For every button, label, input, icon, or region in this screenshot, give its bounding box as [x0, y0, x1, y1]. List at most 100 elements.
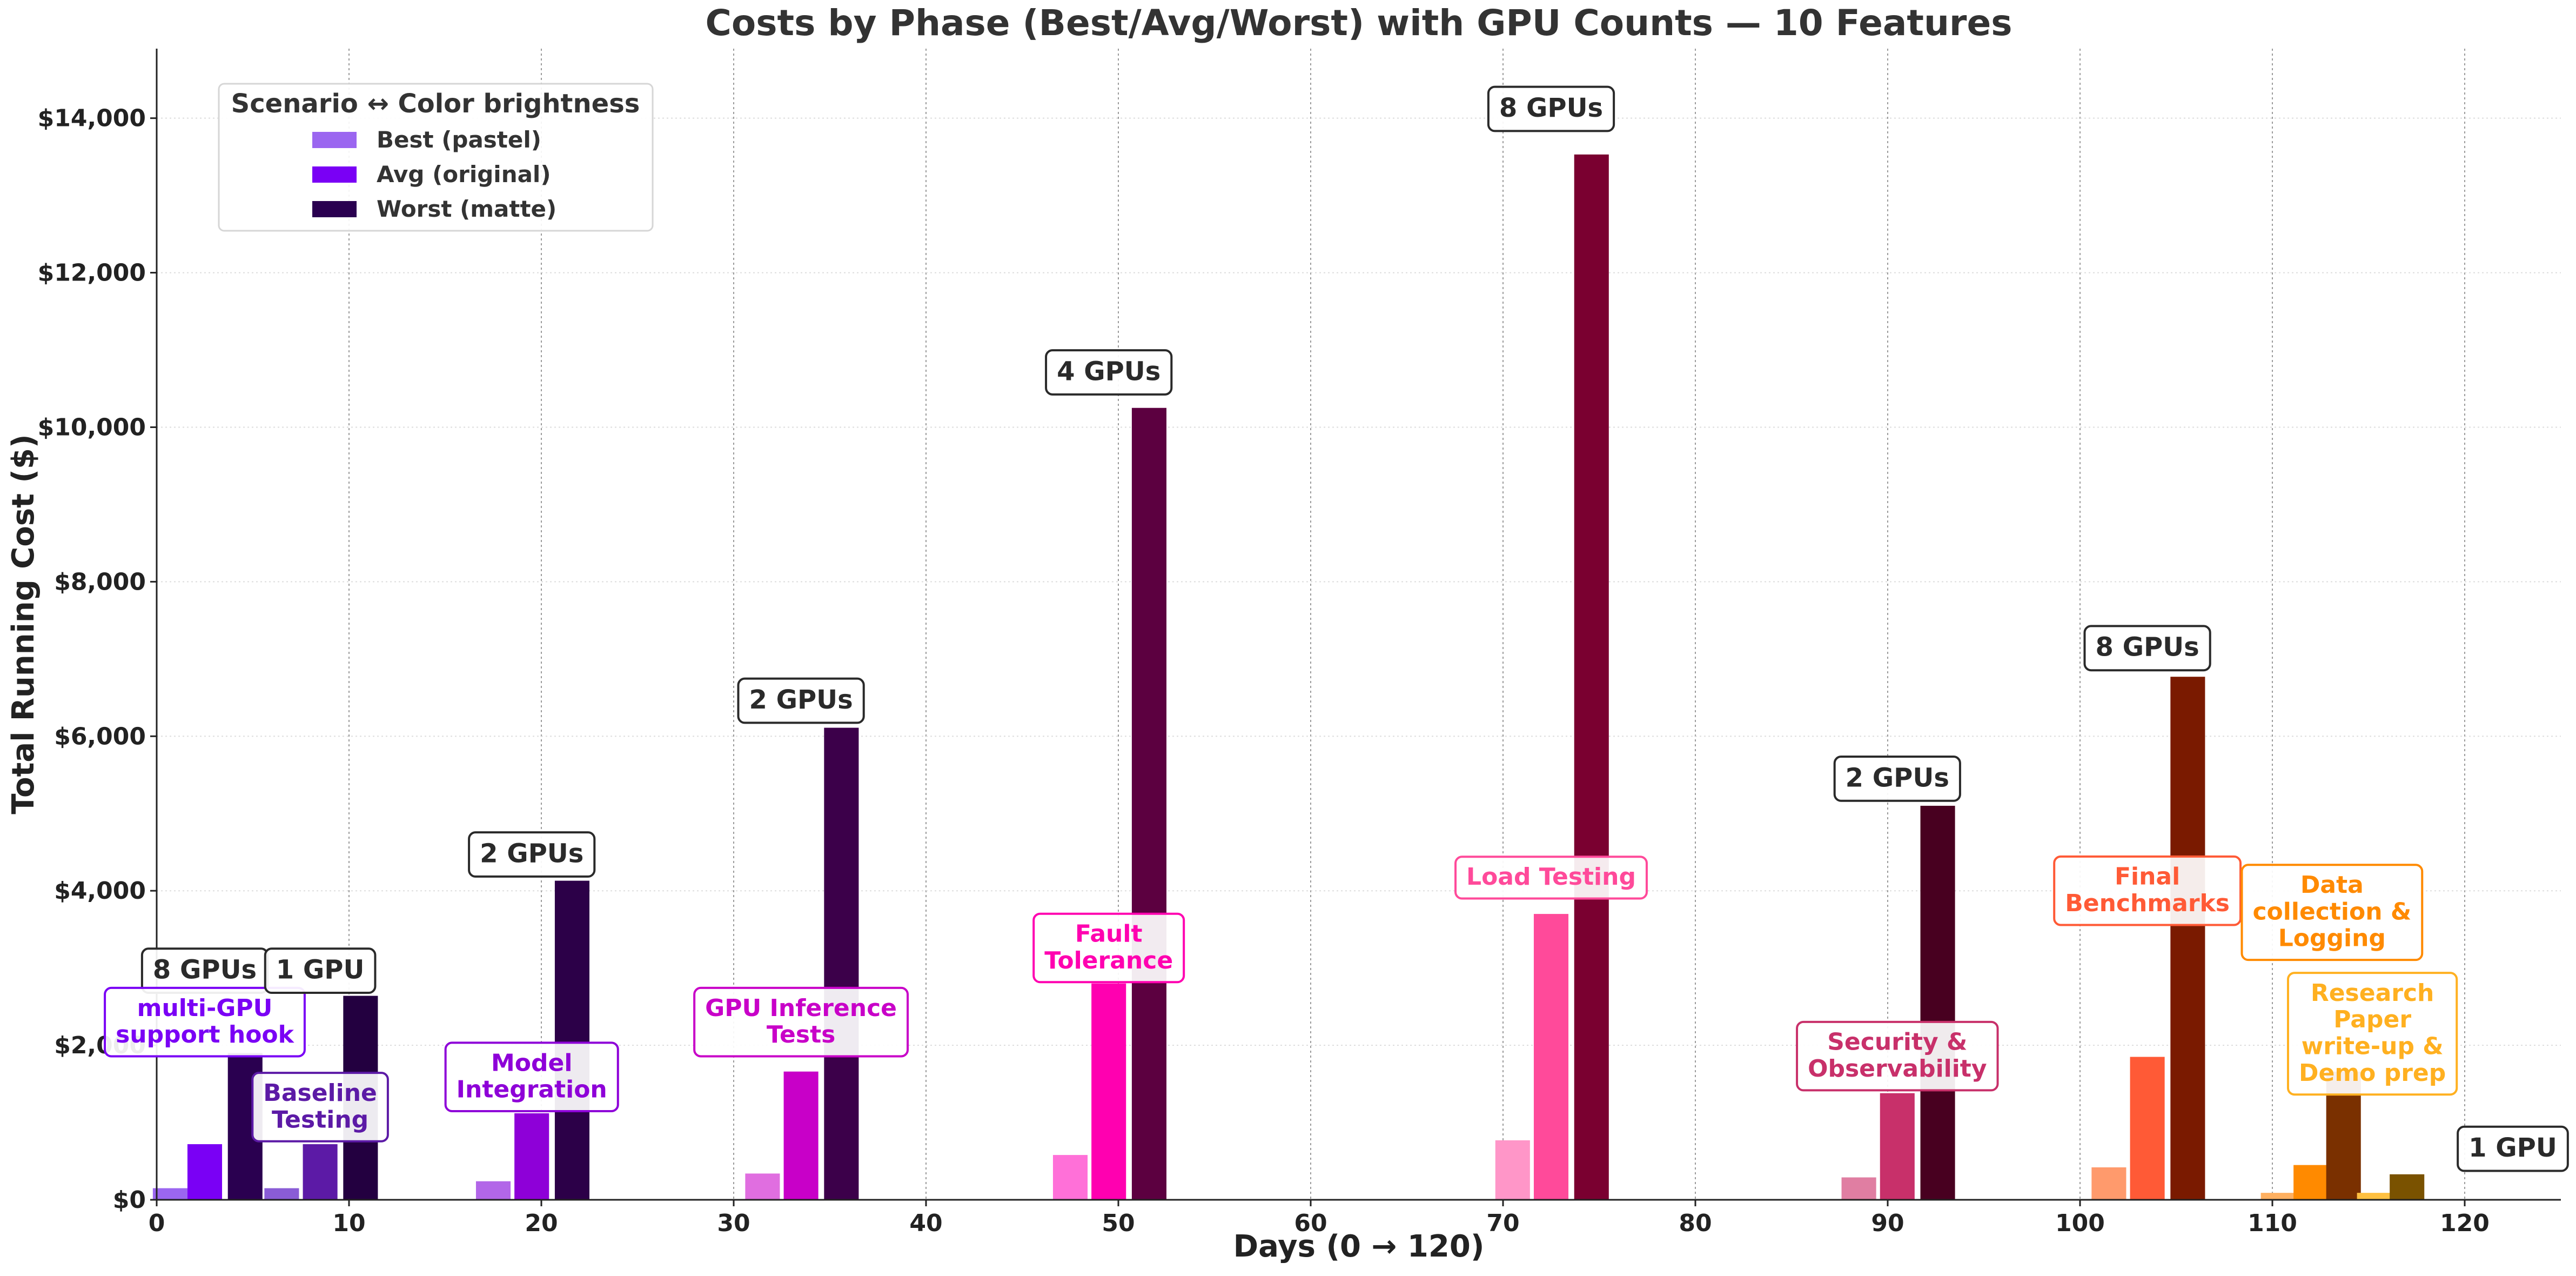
gpu-label-baseline-testing: 1 GPU	[264, 947, 377, 994]
bar-fault-tolerance-best	[1052, 1155, 1088, 1200]
feature-label-multi-gpu-support-hook-box	[104, 986, 306, 1058]
x-tick-label: 100	[2055, 1210, 2105, 1237]
feature-label-final-benchmarks-box	[2053, 855, 2242, 926]
x-tick-label: 70	[1486, 1210, 1519, 1237]
bar-final-benchmarks-best	[2091, 1167, 2126, 1200]
bar-model-integration-avg	[514, 1113, 549, 1200]
feature-label-fault-tolerance-text: Fault	[1075, 920, 1143, 948]
bar-load-testing-worst	[1574, 154, 1609, 1200]
legend: Scenario ↔ Color brightness Best (pastel…	[218, 83, 654, 232]
bar-data-collection-logging-avg	[2293, 1165, 2329, 1200]
y-tick-label: $6,000	[54, 723, 146, 750]
gpu-label-multi-gpu-support-hook: 8 GPUs	[140, 947, 269, 994]
gpu-label-final-benchmarks-box	[2083, 625, 2211, 672]
x-tick-label: 40	[909, 1210, 942, 1237]
bar-model-integration-worst	[554, 880, 589, 1200]
gpu-label-final-benchmarks: 8 GPUs	[2083, 625, 2211, 672]
x-tick-label: 90	[1871, 1210, 1904, 1237]
gpu-label-security-observability-box	[1833, 756, 1961, 802]
grid-lines	[157, 49, 2561, 1200]
feature-label-model-integration-text: Integration	[457, 1076, 607, 1104]
y-tick-label: $4,000	[54, 877, 146, 905]
bar-load-testing-best	[1495, 1140, 1530, 1200]
feature-label-research-paper-write-up-demo-prep-text: Demo prep	[2299, 1059, 2446, 1087]
bar-gpu-inference-tests-best	[745, 1173, 780, 1200]
gpu-label-gpu-inference-tests-box	[737, 677, 865, 724]
bar-baseline-testing-best	[264, 1188, 299, 1200]
bar-multi-gpu-support-hook-best	[152, 1188, 187, 1200]
gpu-label-model-integration: 2 GPUs	[468, 831, 596, 878]
bar-gpu-inference-tests-worst	[824, 727, 859, 1200]
bar-data-collection-logging-best	[2260, 1193, 2296, 1200]
bars-layer	[152, 154, 2425, 1200]
gpu-label-multi-gpu-support-hook-text: 8 GPUs	[153, 955, 257, 985]
x-tick-label: 110	[2248, 1210, 2297, 1237]
gpu-label-load-testing-text: 8 GPUs	[1499, 93, 1603, 123]
feature-label-model-integration-text: Model	[491, 1049, 572, 1077]
gpu-label-research-paper-write-up-demo-prep-text: 1 GPU	[2468, 1133, 2557, 1163]
feature-label-gpu-inference-tests-box	[693, 986, 909, 1058]
bar-load-testing-avg	[1533, 914, 1569, 1200]
bar-research-paper-write-up-demo-prep-avg	[2390, 1174, 2425, 1200]
feature-label-load-testing-text: Load Testing	[1466, 863, 1636, 891]
feature-label-data-collection-logging-text: Logging	[2278, 925, 2386, 952]
feature-label-gpu-inference-tests-text: GPU Inference	[705, 994, 897, 1022]
bar-gpu-inference-tests-avg	[783, 1071, 819, 1200]
gpu-label-final-benchmarks-text: 8 GPUs	[2095, 632, 2199, 663]
y-tick-label: $12,000	[38, 259, 146, 287]
gpu-label-model-integration-box	[468, 831, 596, 878]
feature-label-gpu-inference-tests-text: Tests	[767, 1021, 835, 1048]
feature-label-final-benchmarks-text: Benchmarks	[2065, 890, 2230, 917]
bar-model-integration-best	[475, 1181, 511, 1200]
legend-label-avg: Avg (original)	[377, 161, 551, 188]
feature-label-security-observability-box	[1796, 1020, 1999, 1092]
gpu-label-load-testing: 8 GPUs	[1487, 85, 1615, 132]
feature-label-security-observability: Security &Observability	[1796, 1020, 1999, 1092]
y-axis-label: Total Running Cost ($)	[6, 434, 41, 814]
gpu-label-security-observability: 2 GPUs	[1833, 756, 1961, 802]
gpu-label-model-integration-text: 2 GPUs	[480, 838, 583, 869]
x-tick-label: 80	[1679, 1210, 1712, 1237]
feature-label-research-paper-write-up-demo-prep-text: Research	[2311, 979, 2434, 1007]
feature-label-load-testing-box	[1454, 856, 1648, 900]
ticks-layer: 0 10 20 30 40 50 60 70 80 90 100 110 120$0$2,000$4,0…	[38, 105, 2490, 1237]
legend-swatch-best	[312, 132, 357, 148]
x-tick-label: 20	[525, 1210, 558, 1237]
feature-label-security-observability-text: Security &	[1827, 1028, 1967, 1056]
x-axis-label: Days (0 → 120)	[1233, 1229, 1485, 1264]
legend-title: Scenario ↔ Color brightness	[231, 89, 640, 119]
feature-label-load-testing: Load Testing	[1454, 856, 1648, 900]
bar-final-benchmarks-avg	[2130, 1057, 2165, 1200]
feature-label-baseline-testing-box	[251, 1072, 389, 1143]
bar-fault-tolerance-worst	[1131, 407, 1166, 1200]
gpu-label-gpu-inference-tests-text: 2 GPUs	[749, 685, 853, 715]
gpu-label-fault-tolerance: 4 GPUs	[1045, 349, 1173, 396]
x-tick-label: 0	[149, 1210, 165, 1237]
feature-label-security-observability-text: Observability	[1808, 1055, 1987, 1083]
feature-label-fault-tolerance-box	[1032, 912, 1185, 984]
x-tick-label: 30	[717, 1210, 750, 1237]
legend-label-worst: Worst (matte)	[377, 196, 556, 222]
bar-security-observability-best	[1841, 1177, 1876, 1200]
feature-label-data-collection-logging-text: Data	[2300, 871, 2364, 899]
y-tick-label: $14,000	[38, 105, 146, 132]
legend-swatch-avg	[312, 166, 357, 183]
gpu-label-baseline-testing-box	[264, 947, 377, 994]
legend-label-best: Best (pastel)	[377, 126, 541, 153]
feature-label-research-paper-write-up-demo-prep-text: Paper	[2333, 1006, 2411, 1033]
legend-box	[218, 83, 654, 232]
gpu-label-load-testing-box	[1487, 85, 1615, 132]
bar-security-observability-avg	[1880, 1093, 1915, 1200]
y-tick-label: $10,000	[38, 413, 146, 441]
feature-label-data-collection-logging-box	[2240, 864, 2424, 961]
feature-label-baseline-testing-text: Testing	[272, 1106, 368, 1133]
bar-baseline-testing-avg	[303, 1144, 338, 1200]
feature-label-fault-tolerance-text: Tolerance	[1044, 947, 1173, 974]
